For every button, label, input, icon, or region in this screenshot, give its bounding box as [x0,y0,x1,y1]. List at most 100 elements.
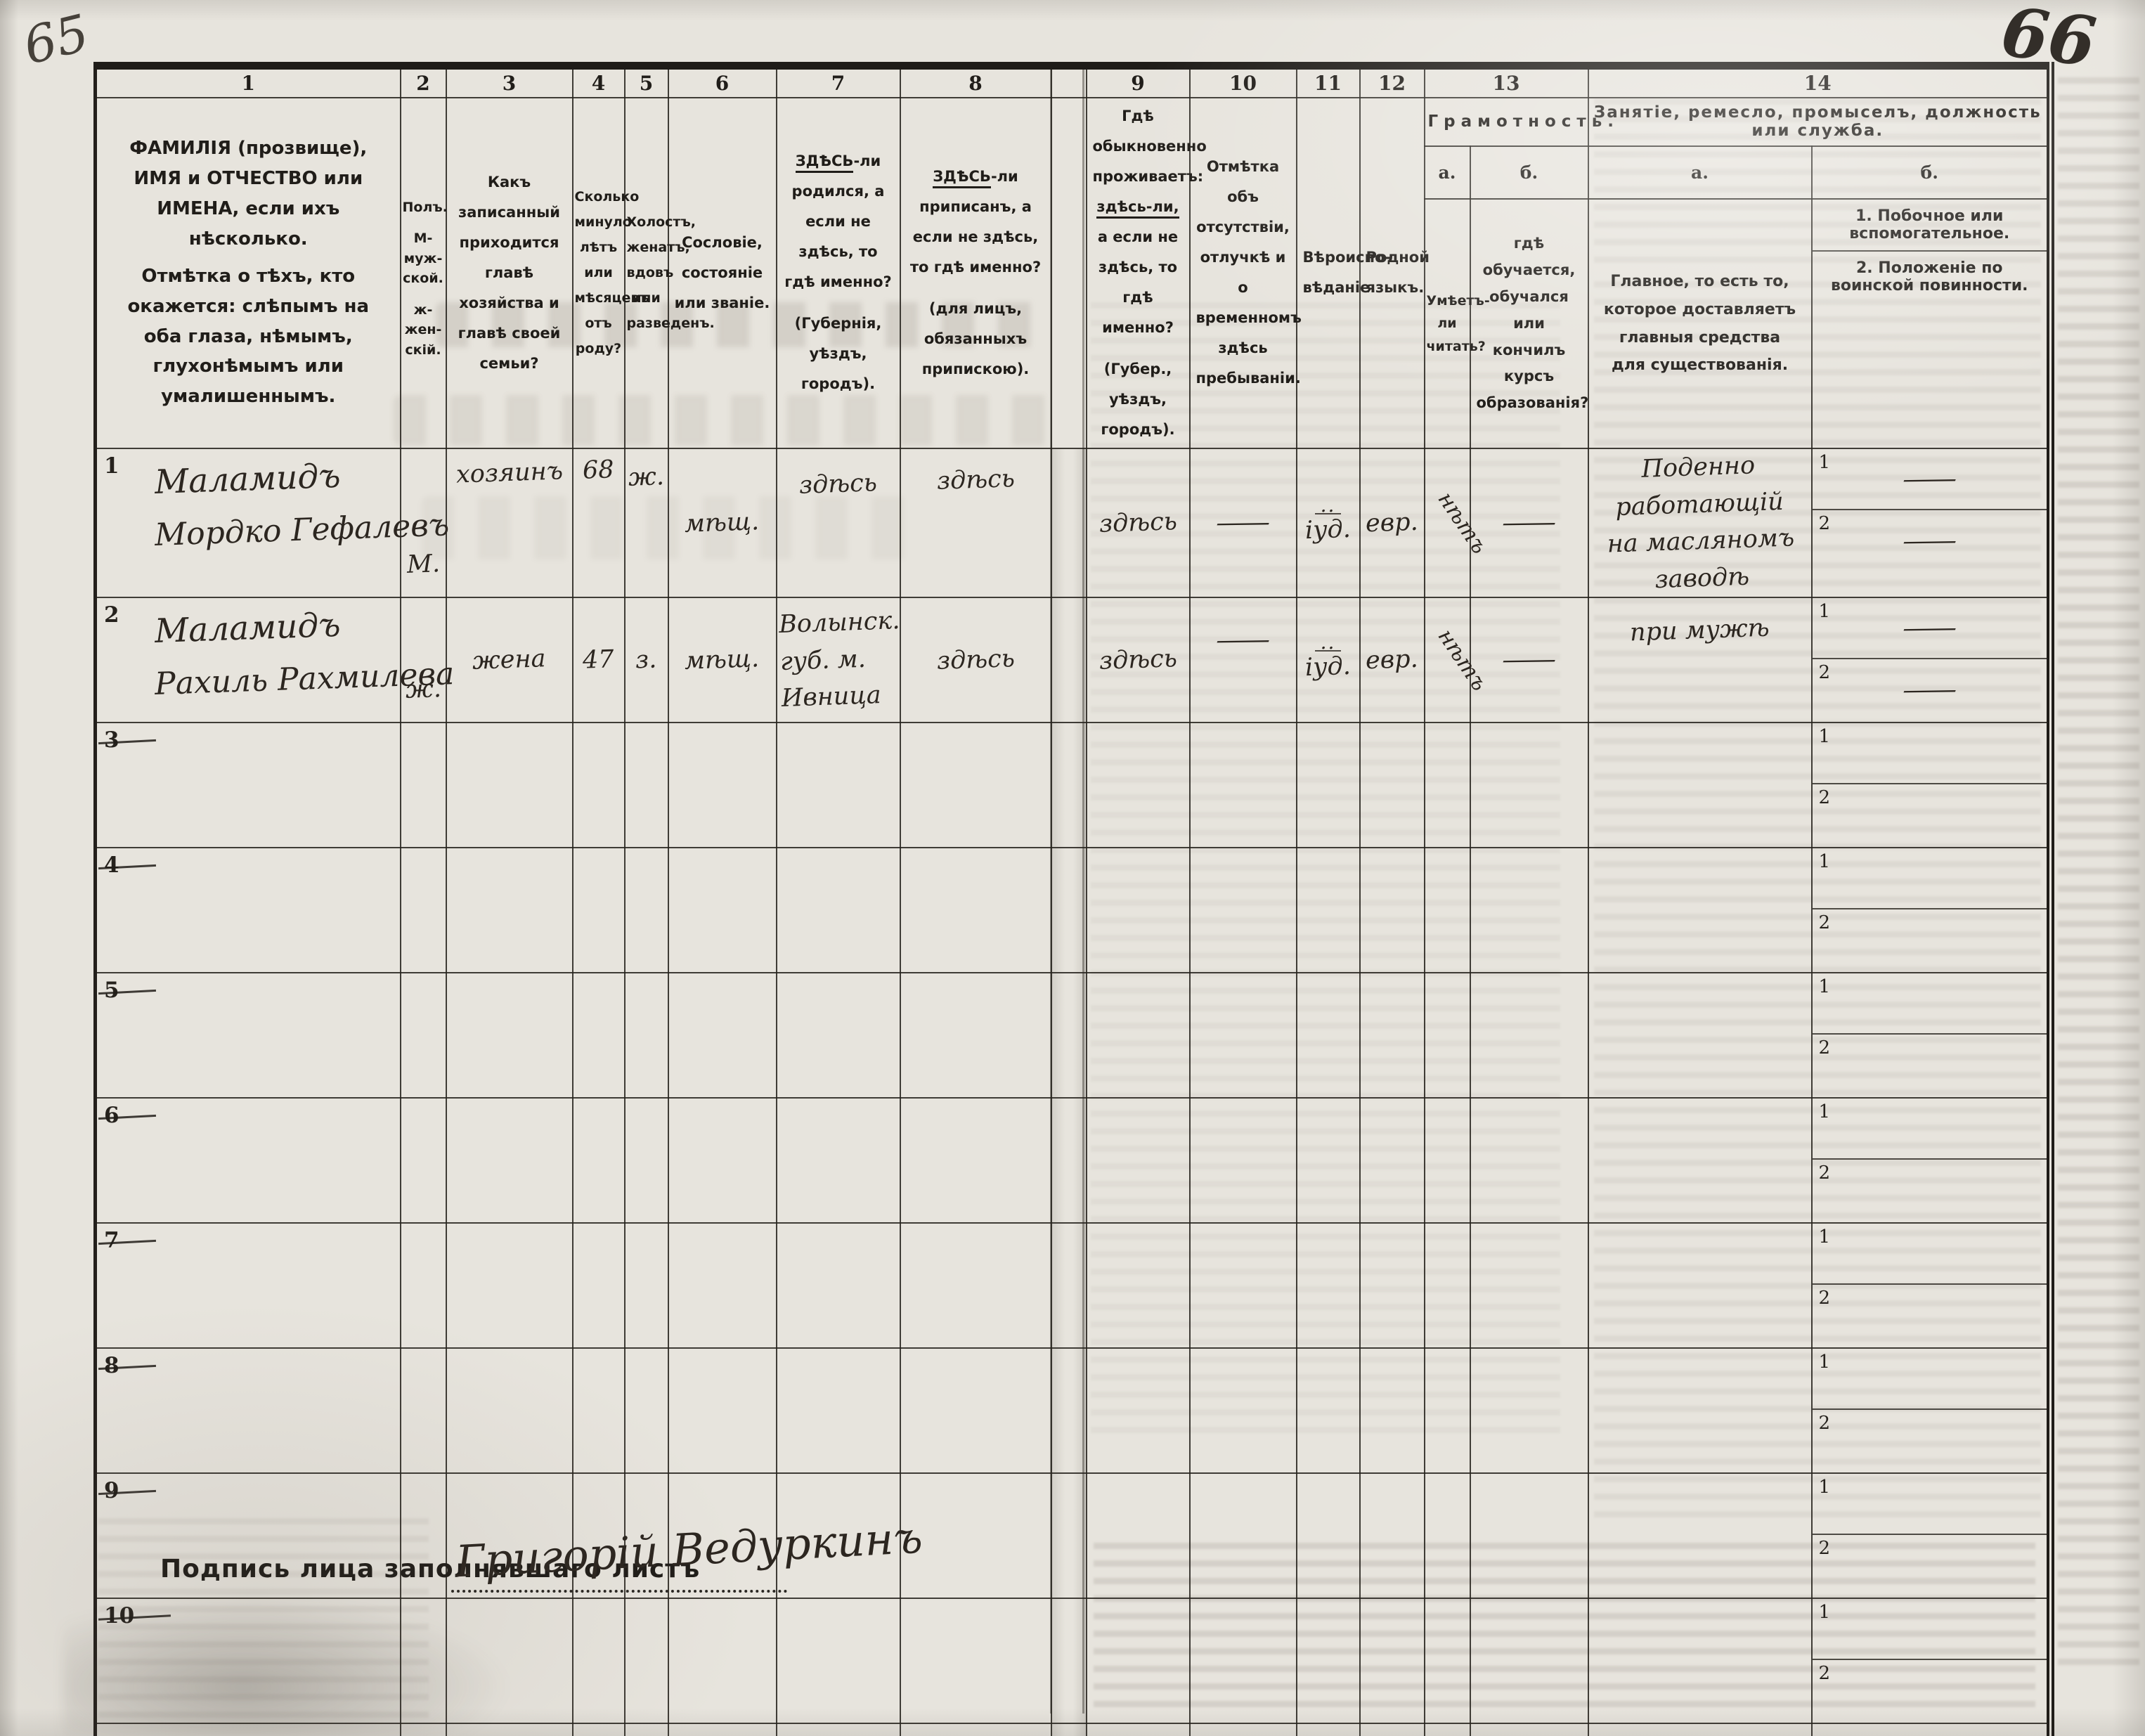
cell-registration [899,1347,1052,1475]
age-value: 68 [582,455,615,485]
cell-occupation [1587,847,1813,974]
cell-residence: здѣсь [1085,448,1191,599]
side-occupation-subrow: 1 [1812,1349,2047,1411]
row-number: 1 [104,453,119,479]
cell-birthplace: Волынск. губ. м. Ивница [775,597,901,724]
cell-language: евр. [1359,597,1425,724]
ragged-line-ends-row [94,1723,2052,1736]
sex-title: Полъ. [402,199,448,215]
bleedthrough-right-margin [2058,77,2139,1666]
cell-literacy-b [1469,1097,1589,1224]
registration-note: (для лицъ, обязанныхъ припискою). [921,299,1030,377]
cell-literacy-b [1469,1222,1589,1349]
cell-literacy-b: — [1469,597,1589,724]
subrow-2-label: 2 [1818,1162,1831,1184]
handwritten-page-number: 66 [1997,0,2100,82]
absence-value: — [1213,508,1273,538]
stub-cell [899,1723,1052,1736]
residence-rest: а если не здѣсь, то гдѣ именно? [1097,228,1179,336]
cell-absence [1188,1097,1297,1224]
side-occupation-value: — [1900,613,1959,643]
cell-relation [445,722,573,849]
military-subrow: 2 [1813,1285,2047,1346]
faith-value: іуд. [1304,652,1352,682]
fold-seam-cell [1050,65,1087,98]
cell-faith [1295,722,1361,849]
military-subrow: 2 [1813,784,2047,846]
cell-residence [1085,1472,1191,1600]
cell-registration [899,722,1052,849]
faith-value: іуд. [1304,514,1352,545]
sex-value: М. [406,550,441,579]
fold-seam-cell [1050,1222,1087,1349]
row-number-struck: 10 [104,1603,135,1629]
col-header-occupation: Занятіе, ремесло, промыселъ, должность и… [1587,96,2052,148]
cell-residence [1085,1222,1191,1349]
fold-seam-cell [1050,1472,1087,1600]
sex-value: ж. [404,675,442,704]
cell-occupation [1587,722,1813,849]
col-header-absence: Отмѣтка объ отсутствіи, отлучкѣ и о врем… [1188,96,1302,450]
cell-occupation [1587,972,1813,1099]
cell-estate [667,1472,777,1600]
col-header-estate: Сословіе, состояніе или званіе. [667,96,777,450]
residence-note: (Губер., уѣздъ, городъ). [1101,360,1175,438]
cell-estate: мѣщ. [667,597,777,724]
cell-absence [1188,972,1297,1099]
cell-marital: з. [623,597,669,724]
relation-value: жена [472,644,547,675]
cell-faith [1295,972,1361,1099]
cell-sex [399,1347,447,1475]
stub-cell [1359,1723,1425,1736]
subheader-letter-row: а. б. а. б. [96,145,2052,200]
cell-birthplace [775,847,901,974]
cell-occupation [1587,1097,1813,1224]
cell-name: 1 Маламидъ Мордко Гефалевъ [94,448,450,599]
cell-relation [445,1097,573,1224]
cell-absence [1188,1347,1297,1475]
cell-literacy-a [1423,1472,1471,1600]
military-subrow: 2 [1813,1535,2047,1596]
cell-relation [445,847,573,974]
row-number-struck: 5 [104,978,119,1004]
cell-language [1359,847,1425,974]
side-occupation-subrow: 1 [1812,848,2047,910]
side-occupation-subrow: 1 [1812,1224,2047,1285]
cell-occupation-b: 1— 2— [1810,448,2052,599]
cell-literacy-a [1423,1347,1471,1475]
col-header-marital: Холостъ, женатъ, вдовъ или разведенъ. [623,96,715,450]
cell-literacy-b [1469,847,1589,974]
stub-cell [1295,1723,1361,1736]
military-subrow: 2 [1813,1160,2047,1221]
subrow-1-label: 1 [1818,1226,1831,1248]
cell-occupation [1587,1472,1813,1600]
fold-seam-cell [1050,1097,1087,1224]
cell-language [1359,1472,1425,1600]
cell-language [1359,1222,1425,1349]
cell-registration: здѣсь [899,597,1052,724]
stub-cell [1085,1723,1191,1736]
cell-literacy-b [1469,722,1589,849]
subrow-1-label: 1 [1818,976,1831,998]
literacy-a-question: Умѣетъ-ли читать? [1423,198,1490,450]
cell-name: 8 [94,1347,401,1475]
cell-faith: .. іуд. [1295,448,1361,599]
column-number-row: 1 2 3 4 5 6 7 8 9 10 11 12 13 14 [94,65,2052,98]
cell-residence [1085,1097,1191,1224]
cell-occupation [1587,1598,1813,1725]
cell-residence [1085,972,1191,1099]
cell-literacy-b: — [1469,448,1589,599]
residence-value: здѣсь [1098,507,1178,538]
column-header-row: ФАМИЛІЯ (прозвище), ИМЯ и ОТЧЕСТВО или И… [94,96,2052,450]
occupation-value: Поденно работающій на масляномъ заводѣ [1606,451,1795,594]
cell-literacy-a [1423,847,1471,974]
subrow-2-label: 2 [1818,1037,1831,1059]
literacy-b-question: гдѣ обучается, обучался или кончилъ курс… [1469,198,1589,450]
stub-cell [399,1723,447,1736]
subrow-1-label: 1 [1818,1477,1831,1498]
col-num-1: 1 [94,65,401,98]
